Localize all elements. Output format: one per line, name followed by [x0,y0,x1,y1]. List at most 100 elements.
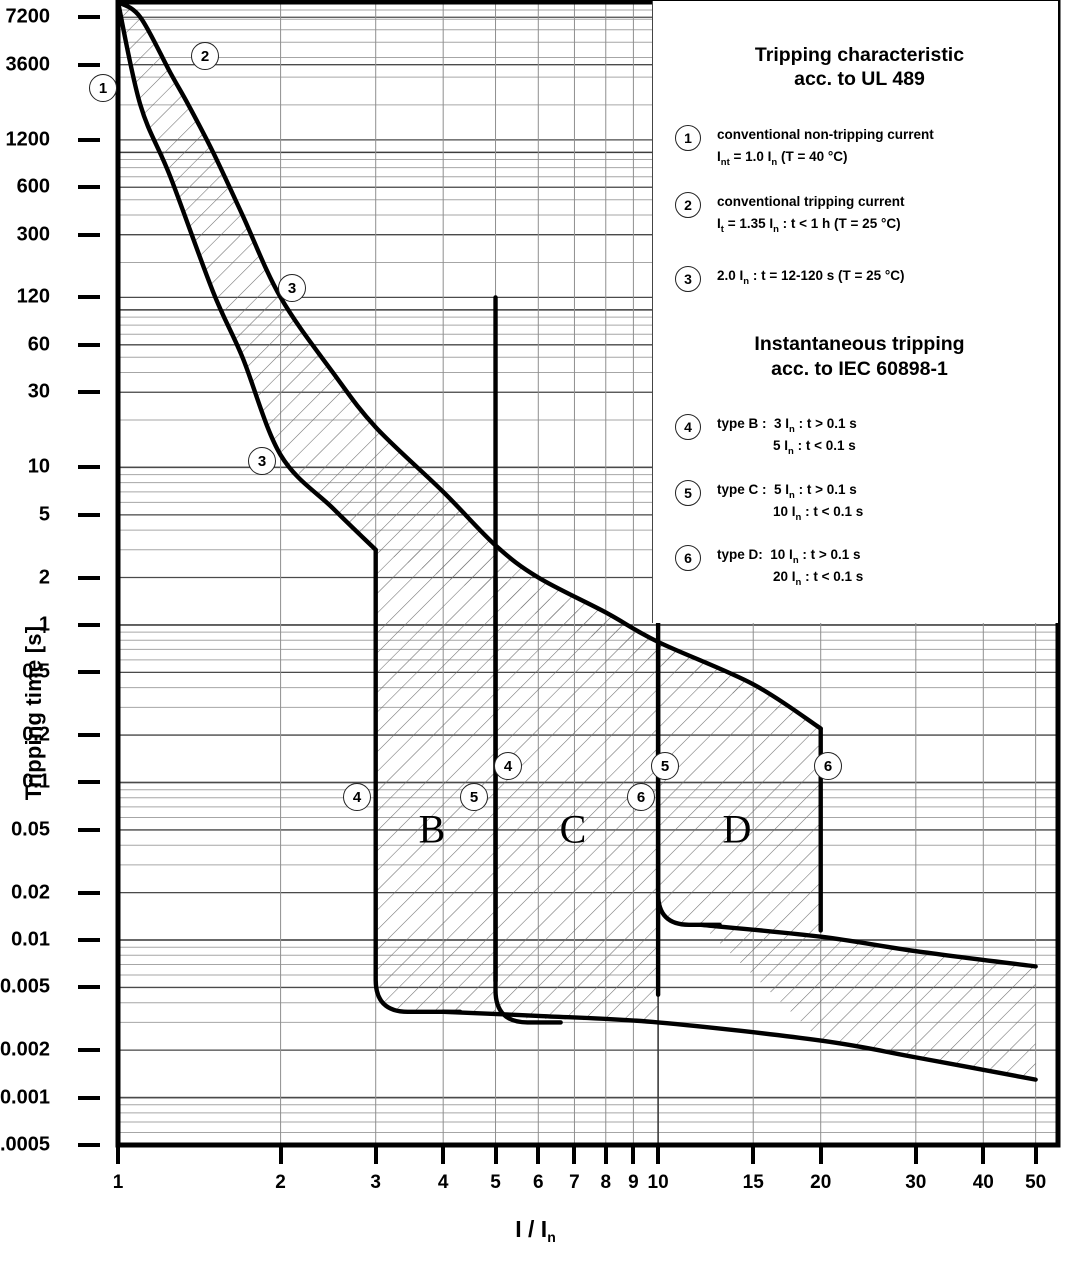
legend-item-5-text: type C : 5 In : t > 0.1 s 10 In : t < 0.… [717,479,863,523]
legend-item-4: 4 type B : 3 In : t > 0.1 s 5 In : t < 0… [675,413,1044,457]
legend-item-1-val: = 1.0 I [729,148,772,164]
legend-item-4-sub2: n [788,445,794,457]
legend-item-4-type: type B : [717,415,767,431]
curve-marker-5: 5 [460,783,488,811]
curve-marker-3: 3 [248,447,276,475]
legend-item-1-sub1: nt [720,156,730,168]
x-tick-label: 7 [569,1172,580,1193]
legend-item-1-line1: conventional non-tripping current [717,126,934,142]
y-tick-label: 300 [16,223,50,246]
y-tick-label: 120 [16,285,50,308]
y-tick-mark [78,827,100,832]
legend-item-2-cond: : t < 1 h (T = 25 °C) [778,216,901,232]
x-tick-label: 9 [628,1172,639,1193]
legend-item-1-text: conventional non-tripping current Int = … [717,124,934,168]
legend-item-4-text: type B : 3 In : t > 0.1 s 5 In : t < 0.1… [717,413,857,457]
legend-item-3-sub: n [743,276,750,288]
legend-block2-title: Instantaneous tripping acc. to IEC 60898… [675,332,1044,381]
curve-marker-4: 4 [343,783,371,811]
legend-item-4-line1: type B : 3 In : t > 0.1 s [717,413,857,435]
legend-item-2-text: conventional tripping current It = 1.35 … [717,191,905,235]
y-tick-label: 3600 [5,53,51,76]
legend-item-6-line2: 20 In : t < 0.1 s [773,566,863,588]
x-tick-mark [493,1144,498,1164]
x-tick-mark [572,1144,577,1164]
legend-item-1: 1 conventional non-tripping current Int … [675,124,1044,168]
legend-block2-title-line2: acc. to IEC 60898-1 [771,357,948,380]
x-tick-label: 20 [810,1172,832,1193]
zone-letter-c: C [559,806,587,852]
y-tick-label: 60 [27,333,50,356]
x-tick-label: 4 [437,1172,449,1193]
legend-item-6-type: type D: [717,547,763,563]
y-tick-label: 10 [27,455,50,478]
legend-item-5-line1: type C : 5 In : t > 0.1 s [717,479,863,501]
y-tick-label: 7200 [5,5,51,28]
y-tick-label: 0.1 [22,770,50,793]
legend-block1-title: Tripping characteristic acc. to UL 489 [675,43,1044,92]
y-tick-mark [78,295,100,300]
hatched-regions [118,2,1036,1080]
lower-tripping-curve [118,2,378,552]
zone-letter-b: B [418,806,446,852]
legend-item-6-sub2: n [795,577,802,589]
legend-item-5-sub2: n [795,511,802,523]
x-tick-label: 50 [1025,1172,1047,1193]
x-tick-label: 30 [905,1172,927,1193]
y-tick-label: 0.2 [22,723,50,746]
y-tick-mark [78,780,100,785]
x-tick-label: 5 [490,1172,501,1193]
plot-frame [115,0,1061,1148]
type-b-band-region [375,549,496,1016]
legend-item-6-text: type D: 10 In : t > 0.1 s 20 In : t < 0.… [717,544,863,588]
y-tick-mark [78,670,100,675]
legend-item-1-sym: I [717,148,721,164]
legend-item-2-sub2: n [773,224,779,236]
y-tick-label: 0.02 [11,881,50,904]
y-tick-mark [78,62,100,67]
legend-item-4-sub1: n [789,423,795,435]
legend-item-3-cond: : t = 12-120 s (T = 25 °C) [749,268,905,284]
y-tick-mark [78,733,100,738]
x-tick-label: 15 [742,1172,764,1193]
legend-item-5-cond1: : t > 0.1 s [794,481,857,497]
x-tick-mark [278,1144,283,1164]
x-tick-label: 3 [370,1172,381,1193]
legend-item-3: 3 2.0 In : t = 12-120 s (T = 25 °C) [675,265,1044,293]
legend-marker-5: 5 [675,479,701,506]
y-tick-label: 5 [38,503,50,526]
x-tick-label: 6 [532,1172,544,1193]
x-tick-mark [751,1144,756,1164]
curve-marker-1: 1 [89,74,117,102]
y-tick-mark [78,512,100,517]
type-d-left-curve [655,639,722,927]
y-tick-mark [78,232,100,237]
x-tick-label: 2 [275,1172,286,1193]
y-tick-mark [78,622,100,627]
legend-item-2-sub1: t [720,224,724,236]
curve-marker-2: 2 [191,42,219,70]
legend-item-2-line2: It = 1.35 In : t < 1 h (T = 25 °C) [717,213,905,235]
x-tick-mark [818,1144,823,1164]
y-tick-label: 0.001 [0,1086,50,1109]
x-tick-mark [913,1144,918,1164]
legend-item-6-sub1: n [792,555,799,567]
x-tick-mark [116,1144,120,1164]
y-tick-label: 30 [27,380,50,403]
legend-item-6-cond1: : t > 0.1 s [798,547,861,563]
y-axis-ticks: 7200 3600 1200 600 300 120 60 30 10 5 2 1 0.5 0.2 0.1 0… [0,0,100,1280]
legend-item-5-val1: 5 I [774,481,790,497]
legend-item-6-val2: 20 I [773,569,796,585]
y-tick-label: 1 [38,613,50,636]
legend-item-1-cond: (T = 40 °C) [777,148,848,164]
x-tick-mark [603,1144,608,1164]
legend-item-2: 2 conventional tripping current It = 1.3… [675,191,1044,235]
legend-item-6: 6 type D: 10 In : t > 0.1 s 20 In : t < … [675,544,1044,588]
x-tick-mark [373,1144,378,1164]
y-tick-mark [78,465,100,470]
legend-panel: Tripping characteristic acc. to UL 489 1… [652,1,1058,623]
y-tick-label: 0.5 [22,660,50,683]
y-tick-mark [78,1095,100,1100]
legend-item-1-sub2: n [771,156,778,168]
legend-item-4-line2: 5 In : t < 0.1 s [773,435,857,457]
